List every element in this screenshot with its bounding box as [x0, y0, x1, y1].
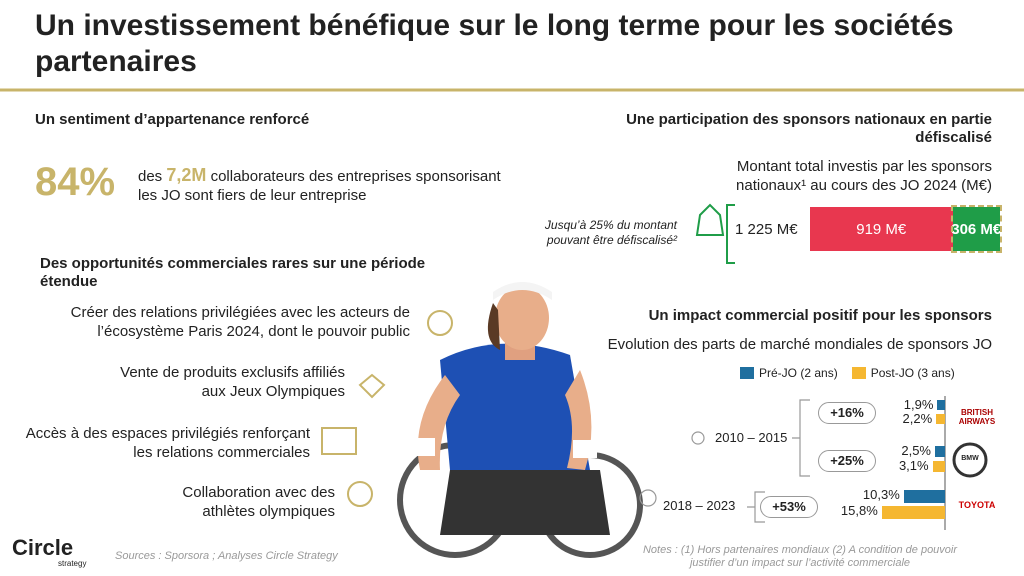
item: Collaboration avec des athlètes olympiqu… — [182, 484, 335, 520]
tax-heading: Une participation des sponsors nationaux… — [626, 111, 992, 146]
logo: Circle — [12, 535, 74, 560]
impact-bar — [881, 506, 945, 519]
legend-swatch — [851, 367, 866, 379]
text: des — [138, 168, 163, 185]
tax-segment: 919 M€ — [810, 207, 953, 251]
braces — [639, 399, 810, 523]
impact-bar — [932, 461, 945, 472]
tax-subtitle: Montant total investis par les sponsors … — [736, 158, 992, 194]
impact-bar — [903, 490, 945, 503]
highlight: 7,2M — [166, 165, 207, 185]
notes: Notes : (1) Hors partenaires mondiaux (2… — [642, 544, 958, 569]
opportunities-heading: Des opportunités commerciales rares sur … — [40, 255, 426, 290]
item: Accès à des espaces privilégiés renforça… — [25, 425, 310, 461]
flower-icon — [427, 310, 453, 336]
impact-bar — [937, 400, 945, 410]
title: Un investissement bénéfique sur le long … — [35, 9, 954, 78]
logo-sub: strategy — [58, 559, 87, 568]
legend-swatch — [740, 367, 754, 379]
athlete-photo — [397, 282, 643, 558]
value-label: 2,2% — [902, 411, 933, 426]
period: 2010 – 2015 — [715, 430, 788, 445]
growth-badge: +16% — [818, 402, 876, 424]
sources: Sources : Sporsora ; Analyses Circle Str… — [115, 550, 338, 562]
handshake-icon — [358, 373, 386, 399]
money-icon — [695, 203, 725, 236]
legend-label: Pré-JO (2 ans) — [759, 366, 838, 380]
impact-bar — [936, 414, 945, 424]
period: 2018 – 2023 — [663, 498, 736, 513]
item: Vente de produits exclusifs affiliés aux… — [120, 364, 345, 400]
value-label: 10,3% — [862, 487, 900, 502]
impact-heading: Un impact commercial positif pour les sp… — [648, 307, 992, 324]
brand-logo: BRITISH AIRWAYS — [958, 408, 996, 426]
legend-item: Post-JO (3 ans) — [851, 366, 955, 380]
segment-label: 306 M€ — [951, 220, 1002, 238]
item: Créer des relations privilégiées avec le… — [70, 304, 410, 340]
brand-logo: TOYOTA — [958, 500, 996, 510]
tax-segment: 306 M€ — [950, 205, 1003, 253]
bmw-logo — [952, 442, 988, 478]
segment-label: 919 M€ — [856, 220, 907, 238]
growth-badge: +25% — [818, 450, 876, 472]
value-label: 15,8% — [840, 503, 878, 518]
value-label: 3,1% — [898, 458, 929, 473]
stat: 84% — [35, 160, 116, 204]
growth-badge: +53% — [760, 496, 818, 518]
belonging-text: des 7,2M collaborateurs des entreprises … — [138, 166, 518, 205]
tax-note: Jusqu’à 25% du montant pouvant être défi… — [544, 218, 677, 247]
impact-bar — [935, 446, 945, 457]
brand-logo: BMW — [961, 455, 979, 462]
value-label: 1,9% — [903, 397, 934, 412]
impact-subtitle: Evolution des parts de marché mondiales … — [607, 336, 992, 353]
legend-label: Post-JO (3 ans) — [870, 366, 955, 380]
belonging-heading: Un sentiment d’appartenance renforcé — [35, 111, 310, 128]
text: collaborateurs des entreprises sponsoris… — [138, 168, 501, 204]
legend: Pré-JO (2 ans) Post-JO (3 ans) — [740, 366, 955, 380]
legend-item: Pré-JO (2 ans) — [740, 366, 838, 380]
value-label: 2,5% — [901, 443, 931, 458]
icons — [321, 203, 735, 507]
tax-total: 1 225 M€ — [735, 221, 798, 238]
athlete-icon — [347, 481, 373, 507]
diamond-icon — [321, 427, 357, 455]
